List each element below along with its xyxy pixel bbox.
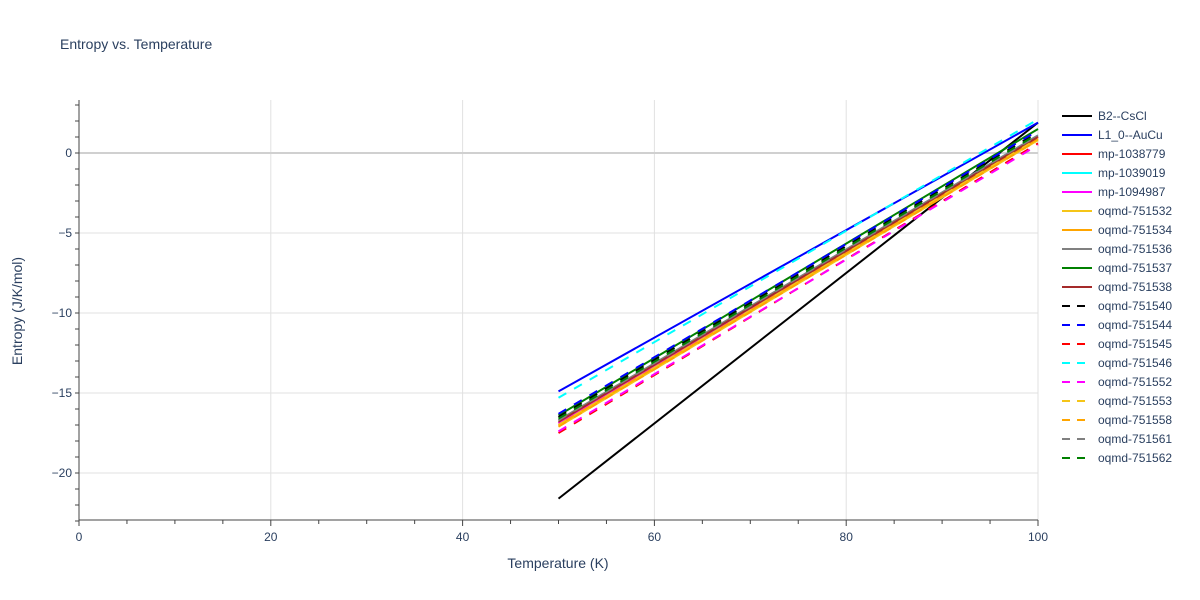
legend-label: L1_0--AuCu xyxy=(1098,127,1163,142)
x-tick-label: 80 xyxy=(840,530,854,544)
legend-item[interactable]: B2--CsCl xyxy=(1062,106,1172,125)
legend-swatch-icon xyxy=(1062,304,1092,307)
x-tick-label: 0 xyxy=(76,530,83,544)
legend-swatch-icon xyxy=(1062,152,1092,155)
legend-label: oqmd-751537 xyxy=(1098,260,1173,275)
legend-label: mp-1038779 xyxy=(1098,146,1166,161)
legend-item[interactable]: oqmd-751536 xyxy=(1062,239,1172,258)
legend-item[interactable]: oqmd-751552 xyxy=(1062,372,1172,391)
legend: B2--CsCl L1_0--AuCu mp-1038779 mp-1039019 mp… xyxy=(1062,106,1172,467)
legend-item[interactable]: oqmd-751562 xyxy=(1062,448,1172,467)
legend-label: oqmd-751552 xyxy=(1098,374,1173,389)
legend-swatch-icon xyxy=(1062,361,1092,364)
legend-item[interactable]: oqmd-751538 xyxy=(1062,277,1172,296)
legend-item[interactable]: mp-1094987 xyxy=(1062,182,1172,201)
x-tick-label: 40 xyxy=(456,530,470,544)
x-axis-label: Temperature (K) xyxy=(507,555,608,571)
legend-label: oqmd-751545 xyxy=(1098,336,1173,351)
gridlines xyxy=(79,100,1039,520)
legend-label: oqmd-751562 xyxy=(1098,450,1173,465)
legend-swatch-icon xyxy=(1062,285,1092,288)
legend-item[interactable]: mp-1038779 xyxy=(1062,144,1172,163)
legend-swatch-icon xyxy=(1062,247,1092,250)
legend-swatch-icon xyxy=(1062,380,1092,383)
legend-item[interactable]: oqmd-751534 xyxy=(1062,220,1172,239)
y-tick-label: −10 xyxy=(52,306,73,320)
legend-item[interactable]: oqmd-751537 xyxy=(1062,258,1172,277)
legend-swatch-icon xyxy=(1062,266,1092,269)
series-line[interactable] xyxy=(558,121,1039,393)
legend-swatch-icon xyxy=(1062,342,1092,345)
legend-swatch-icon xyxy=(1062,114,1092,117)
series-line[interactable] xyxy=(557,134,1039,422)
series-line[interactable] xyxy=(557,118,1039,399)
legend-swatch-icon xyxy=(1062,133,1092,136)
legend-label: oqmd-751538 xyxy=(1098,279,1173,294)
legend-swatch-icon xyxy=(1062,209,1092,212)
legend-item[interactable]: oqmd-751561 xyxy=(1062,429,1172,448)
legend-swatch-icon xyxy=(1062,171,1092,174)
legend-label: mp-1039019 xyxy=(1098,165,1166,180)
x-tick-label: 20 xyxy=(264,530,278,544)
legend-label: B2--CsCl xyxy=(1098,108,1147,123)
legend-swatch-icon xyxy=(1062,399,1092,402)
legend-label: oqmd-751558 xyxy=(1098,412,1173,427)
series-line[interactable] xyxy=(557,136,1039,423)
legend-swatch-icon xyxy=(1062,190,1092,193)
legend-item[interactable]: oqmd-751553 xyxy=(1062,391,1172,410)
x-tick-label: 60 xyxy=(648,530,662,544)
series-line[interactable] xyxy=(557,132,1039,420)
y-tick-label: −5 xyxy=(58,226,72,240)
chart-title: Entropy vs. Temperature xyxy=(60,36,213,52)
legend-item[interactable]: oqmd-751558 xyxy=(1062,410,1172,429)
legend-swatch-icon xyxy=(1062,323,1092,326)
legend-swatch-icon xyxy=(1062,228,1092,231)
legend-item[interactable]: mp-1039019 xyxy=(1062,163,1172,182)
legend-item[interactable]: oqmd-751546 xyxy=(1062,353,1172,372)
series-line[interactable] xyxy=(557,144,1039,433)
legend-item[interactable]: oqmd-751544 xyxy=(1062,315,1172,334)
series-lines xyxy=(557,118,1039,500)
legend-item[interactable]: oqmd-751540 xyxy=(1062,296,1172,315)
y-tick-label: 0 xyxy=(65,146,72,160)
axes: 0 20 40 60 80 100 −20 −15 −10 −5 0 xyxy=(52,100,1048,544)
legend-item[interactable]: oqmd-751532 xyxy=(1062,201,1172,220)
legend-label: oqmd-751532 xyxy=(1098,203,1173,218)
y-tick-label: −20 xyxy=(52,466,73,480)
legend-label: mp-1094987 xyxy=(1098,184,1166,199)
legend-label: oqmd-751540 xyxy=(1098,298,1173,313)
legend-label: oqmd-751553 xyxy=(1098,393,1173,408)
y-tick-label: −15 xyxy=(52,386,73,400)
legend-label: oqmd-751546 xyxy=(1098,355,1173,370)
legend-item[interactable]: oqmd-751545 xyxy=(1062,334,1172,353)
legend-label: oqmd-751561 xyxy=(1098,431,1173,446)
legend-item[interactable]: L1_0--AuCu xyxy=(1062,125,1172,144)
legend-swatch-icon xyxy=(1062,418,1092,421)
legend-swatch-icon xyxy=(1062,437,1092,440)
legend-label: oqmd-751544 xyxy=(1098,317,1173,332)
legend-label: oqmd-751536 xyxy=(1098,241,1173,256)
x-tick-label: 100 xyxy=(1028,530,1048,544)
series-line[interactable] xyxy=(557,129,1039,415)
y-axis-label: Entropy (J/K/mol) xyxy=(9,257,25,365)
legend-label: oqmd-751534 xyxy=(1098,222,1173,237)
legend-swatch-icon xyxy=(1062,456,1092,459)
series-line[interactable] xyxy=(557,139,1039,428)
series-line[interactable] xyxy=(557,137,1039,426)
series-line[interactable] xyxy=(557,131,1039,418)
